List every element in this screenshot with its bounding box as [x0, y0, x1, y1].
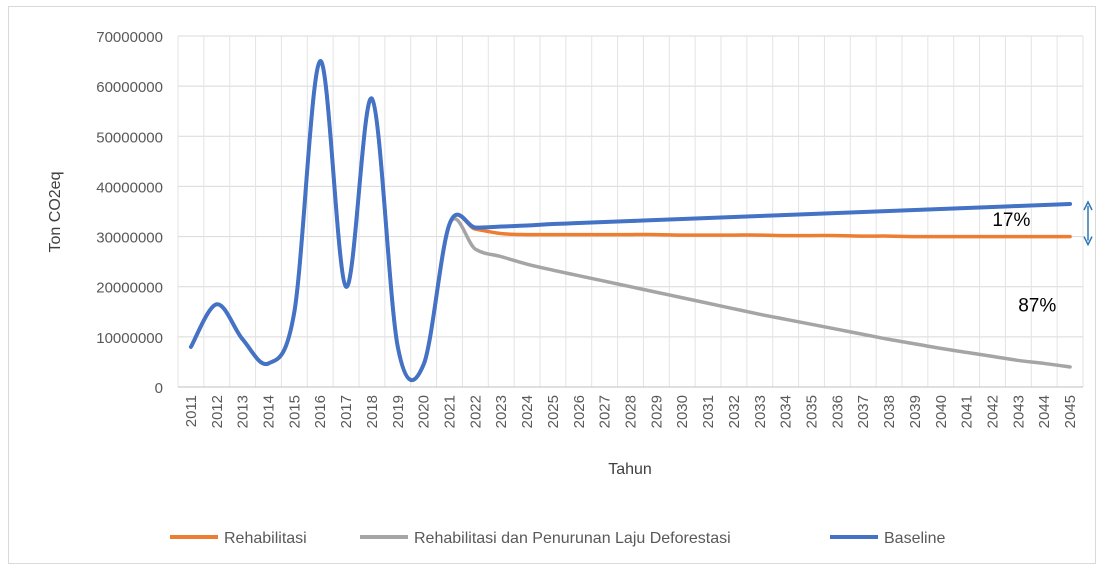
x-tick-label: 2026 — [571, 395, 588, 428]
y-axis: 0 10000000 20000000 30000000 40000000 5000000… — [96, 29, 163, 397]
x-tick-label: 2037 — [855, 395, 872, 428]
y-tick-label: 40000000 — [96, 179, 163, 196]
x-tick-label: 2017 — [338, 395, 355, 428]
x-tick-label: 2020 — [416, 395, 433, 428]
y-tick-label: 0 — [155, 380, 163, 397]
arrow-head-down-icon — [1083, 236, 1093, 247]
legend-item-rehabilitasi-deforestasi: Rehabilitasi dan Penurunan Laju Deforest… — [360, 530, 731, 547]
y-tick-label: 60000000 — [96, 79, 163, 96]
legend-label: Rehabilitasi dan Penurunan Laju Deforest… — [414, 530, 731, 547]
x-tick-label: 2019 — [390, 395, 407, 428]
legend-label: Rehabilitasi — [224, 530, 307, 547]
annotation-87-percent: 87% — [1018, 295, 1056, 316]
legend-item-rehabilitasi: Rehabilitasi — [170, 530, 307, 547]
legend-label: Baseline — [884, 530, 945, 547]
series-lines — [188, 59, 1073, 383]
x-tick-label: 2032 — [726, 395, 743, 428]
x-tick-label: 2040 — [933, 395, 950, 428]
x-tick-label: 2033 — [752, 395, 769, 428]
x-tick-label: 2013 — [235, 395, 252, 428]
x-tick-label: 2023 — [493, 395, 510, 428]
baseline-line — [188, 59, 1073, 383]
x-axis: 2011 2012 2013 2014 2015 2016 2017 2018 2019 2020… — [178, 386, 1083, 428]
x-tick-label: 2029 — [648, 395, 665, 428]
x-tick-label: 2044 — [1036, 395, 1053, 428]
x-tick-label: 2011 — [183, 395, 200, 427]
x-tick-label: 2038 — [881, 395, 898, 428]
x-tick-label: 2036 — [829, 395, 846, 428]
x-tick-label: 2043 — [1010, 395, 1027, 428]
x-tick-label: 2021 — [442, 395, 459, 428]
x-tick-label: 2022 — [467, 395, 484, 428]
x-tick-label: 2035 — [804, 395, 821, 428]
x-tick-label: 2041 — [959, 395, 976, 428]
y-tick-label: 20000000 — [96, 280, 163, 297]
x-tick-label: 2024 — [519, 395, 536, 428]
x-tick-label: 2039 — [907, 395, 924, 428]
y-tick-label: 30000000 — [96, 230, 163, 247]
annotation-17-percent: 17% — [992, 210, 1030, 231]
arrow-head-up-icon — [1083, 200, 1093, 211]
annotations: 17% 87% — [992, 200, 1093, 316]
legend: Rehabilitasi Rehabilitasi dan Penurunan L… — [170, 530, 945, 547]
x-tick-label: 2027 — [597, 395, 614, 428]
x-tick-label: 2016 — [312, 395, 329, 428]
y-tick-label: 10000000 — [96, 330, 163, 347]
x-tick-label: 2028 — [623, 395, 640, 428]
x-tick-label: 2014 — [261, 395, 278, 428]
x-tick-label: 2042 — [985, 395, 1002, 428]
x-tick-label: 2012 — [209, 395, 226, 428]
y-tick-label: 50000000 — [96, 129, 163, 146]
x-tick-label: 2045 — [1062, 395, 1079, 428]
legend-item-baseline: Baseline — [830, 530, 945, 547]
x-tick-label: 2031 — [700, 395, 717, 428]
y-tick-label: 70000000 — [96, 29, 163, 46]
x-axis-label: Tahun — [608, 461, 652, 478]
x-tick-label: 2030 — [674, 395, 691, 428]
x-tick-label: 2018 — [364, 395, 381, 428]
x-tick-label: 2025 — [545, 395, 562, 428]
chart-frame — [8, 6, 1096, 564]
x-tick-label: 2034 — [778, 395, 795, 428]
y-axis-label: Ton CO2eq — [47, 172, 64, 253]
x-tick-label: 2015 — [286, 395, 303, 428]
